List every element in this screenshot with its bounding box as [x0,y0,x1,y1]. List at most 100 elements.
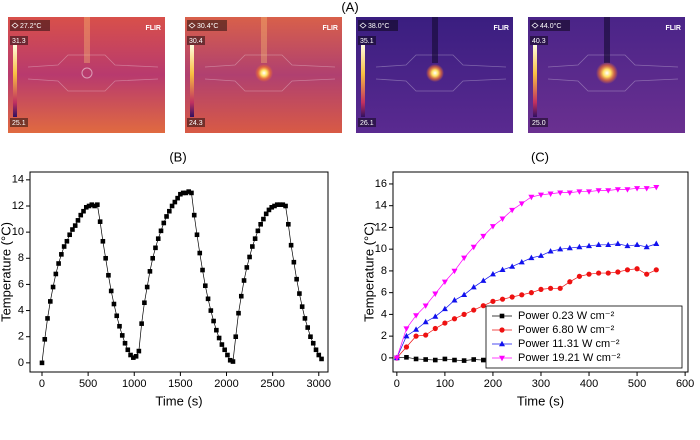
spot-icon [359,22,367,29]
y-tick-label: 8 [381,265,387,277]
marker [442,320,448,326]
legend-marker [499,313,505,319]
marker [42,337,48,342]
x-tick-label: 1500 [168,378,192,390]
marker [547,191,554,197]
marker [499,216,506,222]
marker [114,313,120,319]
marker [432,291,439,297]
hot-spot [81,67,93,79]
fiber [604,17,610,63]
marker [59,252,64,257]
marker [180,190,186,196]
series-line [396,268,657,359]
marker [208,308,214,313]
max-temp: 35.1 [360,38,374,45]
marker [291,259,297,265]
legend-label: Power 11.31 W cm⁻² [518,338,620,350]
marker [509,294,515,300]
marker [103,255,108,261]
marker [605,241,612,248]
spot-icon [188,22,196,29]
marker [191,212,197,218]
fiber [84,17,90,63]
marker [413,326,420,332]
y-axis-title: Temperature (°C) [0,222,13,322]
marker [202,283,208,289]
y-tick-label: 14 [375,200,387,212]
marker [261,216,266,222]
marker [308,334,313,340]
marker [75,218,81,223]
spot-box [358,20,398,31]
marker [81,208,86,214]
min-box [358,118,376,127]
max-box [530,36,548,45]
marker [624,242,631,249]
marker [211,318,216,324]
marker [653,185,660,191]
marker [519,292,525,298]
marker [432,325,438,332]
marker [258,221,263,227]
marker [403,344,410,350]
y-tick-label: 4 [381,308,387,320]
marker [413,313,420,319]
x-tick-label: 2000 [214,378,238,390]
marker [595,241,602,248]
legend-label: Power 0.23 W cm⁻² [518,310,615,322]
marker [319,356,324,362]
marker [136,348,142,354]
y-tick-label: 12 [12,200,24,212]
marker [197,250,203,256]
y-tick-label: 6 [381,287,387,299]
fiber [432,17,438,63]
marker [441,305,448,312]
spot-box [187,20,227,31]
marker [499,296,506,302]
marker [643,186,650,192]
marker [45,316,50,321]
marker [67,232,72,238]
marker [451,268,458,275]
marker [557,245,564,252]
y-tick-label: 0 [381,352,387,364]
marker [576,273,583,279]
marker [269,204,275,210]
marker [216,335,222,341]
min-box [530,118,548,127]
marker [518,201,525,207]
y-tick-label: 10 [375,243,387,255]
marker [186,189,191,194]
marker [227,357,233,363]
marker [615,269,621,275]
x-tick-label: 2500 [260,378,284,390]
marker [422,318,429,325]
marker [634,266,640,272]
spot-icon [531,22,539,29]
marker [299,304,305,309]
marker [528,254,535,261]
x-tick-label: 0 [39,378,45,390]
max-temp: 31.3 [12,38,26,45]
marker [106,272,111,278]
marker [509,263,516,269]
marker [557,285,563,291]
spot-temp: 38.0°C [368,22,389,30]
marker [241,278,247,283]
spot-box [10,20,50,31]
marker [117,323,122,329]
marker [509,207,516,214]
marker [172,199,178,205]
x-tick-label: 500 [79,378,97,390]
marker [155,236,161,241]
marker [471,307,477,313]
marker [100,238,106,244]
legend-marker [499,327,505,333]
y-tick-label: 12 [375,221,387,233]
marker [111,301,117,307]
marker [451,297,458,303]
marker [452,357,457,363]
marker [605,270,611,276]
